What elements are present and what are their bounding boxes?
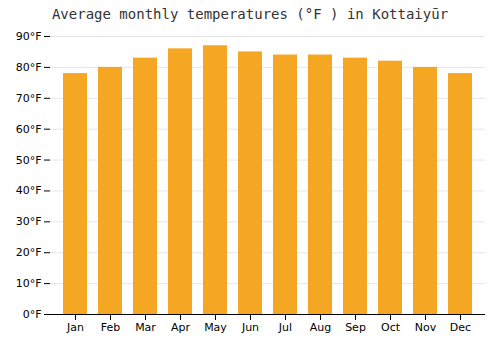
svg-text:May: May [204,321,227,334]
svg-text:Jul: Jul [278,321,292,334]
svg-text:Mar: Mar [135,321,156,334]
svg-text:70°F: 70°F [16,92,42,105]
svg-text:Nov: Nov [415,321,437,334]
svg-text:10°F: 10°F [16,277,42,290]
svg-text:Oct: Oct [381,321,401,334]
svg-text:Feb: Feb [101,321,120,334]
svg-text:90°F: 90°F [16,30,42,43]
html-text:Average monthly temperatures (: Average monthly temperatures (°F ) in Ko… [51,6,449,22]
svg-text:Aug: Aug [310,321,331,334]
svg-text:30°F: 30°F [16,215,42,228]
svg-text:Dec: Dec [450,321,471,334]
svg-text:50°F: 50°F [16,154,42,167]
svg-text:Sep: Sep [345,321,366,334]
svg-text:Jan: Jan [66,321,84,334]
svg-text:Jun: Jun [241,321,259,334]
svg-text:80°F: 80°F [16,61,42,74]
svg-text:Apr: Apr [171,321,191,334]
svg-text:40°F: 40°F [16,184,42,197]
svg-text:60°F: 60°F [16,123,42,136]
svg-text:0°F: 0°F [23,308,42,321]
svg-text:20°F: 20°F [16,246,42,259]
